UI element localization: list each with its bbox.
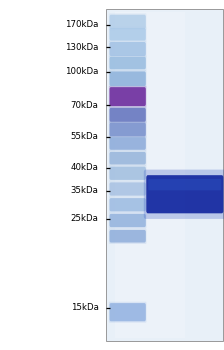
FancyBboxPatch shape	[110, 87, 146, 106]
FancyBboxPatch shape	[110, 152, 146, 164]
FancyBboxPatch shape	[110, 108, 146, 122]
FancyBboxPatch shape	[109, 70, 146, 88]
FancyBboxPatch shape	[110, 28, 146, 41]
FancyBboxPatch shape	[109, 86, 146, 107]
FancyBboxPatch shape	[109, 229, 146, 244]
FancyBboxPatch shape	[110, 182, 146, 196]
Text: 40kDa: 40kDa	[71, 163, 99, 173]
FancyBboxPatch shape	[110, 42, 146, 56]
FancyBboxPatch shape	[110, 230, 146, 243]
FancyBboxPatch shape	[110, 71, 146, 86]
Text: 170kDa: 170kDa	[65, 20, 99, 29]
FancyBboxPatch shape	[146, 175, 223, 213]
FancyBboxPatch shape	[109, 212, 146, 229]
FancyBboxPatch shape	[109, 41, 146, 57]
FancyBboxPatch shape	[109, 302, 146, 323]
Text: 15kDa: 15kDa	[71, 303, 99, 313]
FancyBboxPatch shape	[110, 57, 146, 69]
FancyBboxPatch shape	[110, 214, 146, 227]
Bar	[115, 12, 185, 338]
FancyBboxPatch shape	[109, 150, 146, 166]
FancyBboxPatch shape	[109, 13, 146, 30]
FancyBboxPatch shape	[109, 27, 146, 42]
FancyBboxPatch shape	[110, 15, 146, 29]
FancyBboxPatch shape	[109, 55, 146, 71]
FancyBboxPatch shape	[148, 179, 221, 190]
FancyBboxPatch shape	[109, 136, 146, 151]
FancyBboxPatch shape	[110, 198, 146, 211]
FancyBboxPatch shape	[109, 106, 146, 123]
Text: 70kDa: 70kDa	[71, 100, 99, 110]
Text: 100kDa: 100kDa	[65, 67, 99, 76]
Text: 35kDa: 35kDa	[71, 186, 99, 195]
FancyBboxPatch shape	[109, 197, 146, 213]
FancyBboxPatch shape	[110, 303, 146, 321]
FancyBboxPatch shape	[110, 122, 146, 136]
Text: 130kDa: 130kDa	[65, 43, 99, 52]
FancyBboxPatch shape	[144, 169, 224, 219]
Text: 25kDa: 25kDa	[71, 214, 99, 223]
FancyBboxPatch shape	[110, 137, 146, 150]
FancyBboxPatch shape	[109, 181, 146, 197]
FancyBboxPatch shape	[110, 167, 146, 180]
FancyBboxPatch shape	[109, 121, 146, 138]
Bar	[106, 9, 223, 341]
Text: 55kDa: 55kDa	[71, 132, 99, 141]
FancyBboxPatch shape	[109, 165, 146, 181]
